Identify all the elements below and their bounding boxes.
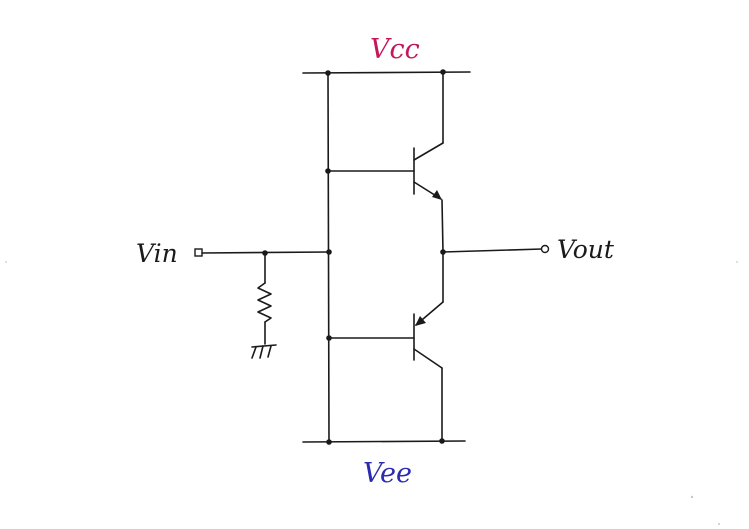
bias-bus — [325, 72, 332, 443]
npn-transistor — [327, 71, 444, 253]
vee-label: Vee — [363, 458, 412, 489]
output-wire — [440, 248, 543, 255]
vout-terminal — [540, 244, 550, 254]
paper-specks — [5, 261, 738, 525]
vin-label: Vin — [136, 239, 178, 268]
vee-rail — [302, 438, 466, 445]
vcc-label: Vcc — [370, 34, 420, 65]
ground-symbol — [251, 344, 277, 359]
pnp-transistor — [328, 251, 444, 442]
input-resistor — [257, 252, 272, 345]
vout-label: Vout — [557, 235, 615, 264]
vin-terminal — [194, 248, 203, 257]
